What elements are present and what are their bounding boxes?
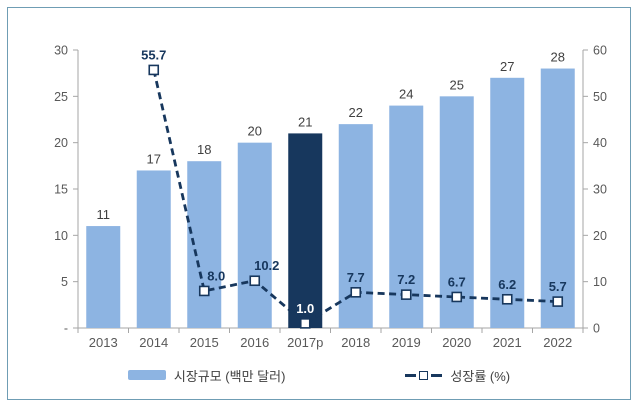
- x-category-label: 2022: [543, 335, 572, 350]
- bar-value-label: 25: [450, 77, 464, 92]
- bar-2021: [490, 77, 525, 328]
- legend: 시장규모 (백만 달러) 성장률 (%): [8, 359, 630, 391]
- right-axis-tick-label: 0: [593, 322, 600, 336]
- line-value-label: 1.0: [296, 301, 314, 316]
- legend-item-market-size: 시장규모 (백만 달러): [127, 366, 286, 385]
- bar-2020: [439, 96, 474, 328]
- bar-value-label: 17: [147, 151, 161, 166]
- line-marker-2017p: [299, 318, 311, 329]
- right-axis-tick-label: 40: [593, 136, 607, 150]
- left-axis-tick-label: 30: [54, 44, 68, 58]
- line-marker-2021: [501, 293, 513, 305]
- legend-label-market-size: 시장규모 (백만 달러): [173, 368, 286, 384]
- line-value-label: 8.0: [207, 268, 225, 283]
- x-category-label: 2014: [139, 335, 168, 350]
- line-value-label: 10.2: [254, 258, 279, 273]
- line-marker-2014: [148, 64, 160, 76]
- bar-value-label: 22: [349, 105, 363, 120]
- line-marker-2015: [198, 285, 210, 297]
- left-axis-tick-label: 5: [61, 275, 68, 289]
- bar-value-label: 24: [399, 87, 413, 102]
- line-value-label: 5.7: [549, 279, 567, 294]
- x-category-label: 2015: [190, 335, 219, 350]
- line-marker-2016: [249, 275, 261, 287]
- bar-value-label: 18: [197, 142, 211, 157]
- x-category-label: 2013: [89, 335, 118, 350]
- x-category-label: 2019: [392, 335, 421, 350]
- chart-panel: -5 10 15 20 25 30 0 10 20 30 40 50 60 2013 2014 2015 201…: [7, 7, 631, 400]
- bar-value-label: 21: [298, 114, 312, 129]
- line-marker-2022: [552, 296, 564, 307]
- x-category-label: 2018: [341, 335, 370, 350]
- bar-2013: [86, 226, 121, 328]
- right-axis-tick-label: 10: [593, 275, 607, 289]
- left-axis-tick-label: -: [64, 322, 68, 336]
- bar-2022: [540, 68, 575, 329]
- bar-value-label: 11: [97, 207, 111, 222]
- dashed-line-swatch-icon: [405, 370, 443, 380]
- bar-swatch-icon: [127, 370, 166, 380]
- bar-value-label: 20: [248, 124, 262, 139]
- line-marker-2018: [350, 287, 362, 298]
- x-category-label: 2017p: [287, 335, 323, 350]
- x-category-label: 2016: [240, 335, 269, 350]
- line-value-label: 7.2: [397, 272, 415, 287]
- legend-item-growth-rate: 성장률 (%): [405, 366, 510, 385]
- left-axis-tick-label: 15: [54, 183, 68, 197]
- line-marker-2019: [400, 289, 412, 300]
- right-axis-tick-label: 50: [593, 90, 607, 104]
- bar-2016: [237, 142, 272, 328]
- line-value-label: 6.2: [498, 277, 516, 292]
- line-value-label: 6.7: [448, 274, 466, 289]
- x-category-label: 2020: [442, 335, 471, 350]
- x-category-label: 2021: [493, 335, 522, 350]
- line-value-label: 55.7: [141, 47, 166, 62]
- line-marker-2020: [451, 291, 463, 303]
- right-axis-tick-label: 30: [593, 183, 607, 197]
- right-axis-tick-label: 60: [593, 44, 607, 58]
- left-axis-tick-label: 25: [54, 90, 68, 104]
- left-axis-tick-label: 10: [54, 229, 68, 243]
- bar-value-label: 28: [551, 50, 565, 65]
- legend-label-growth-rate: 성장률 (%): [450, 368, 511, 384]
- right-axis-tick-label: 20: [593, 229, 607, 243]
- bar-2017p: [288, 133, 323, 328]
- bar-2014: [136, 170, 171, 328]
- left-axis-tick-label: 20: [54, 136, 68, 150]
- bar-value-label: 27: [500, 59, 514, 74]
- line-value-label: 7.7: [347, 270, 365, 285]
